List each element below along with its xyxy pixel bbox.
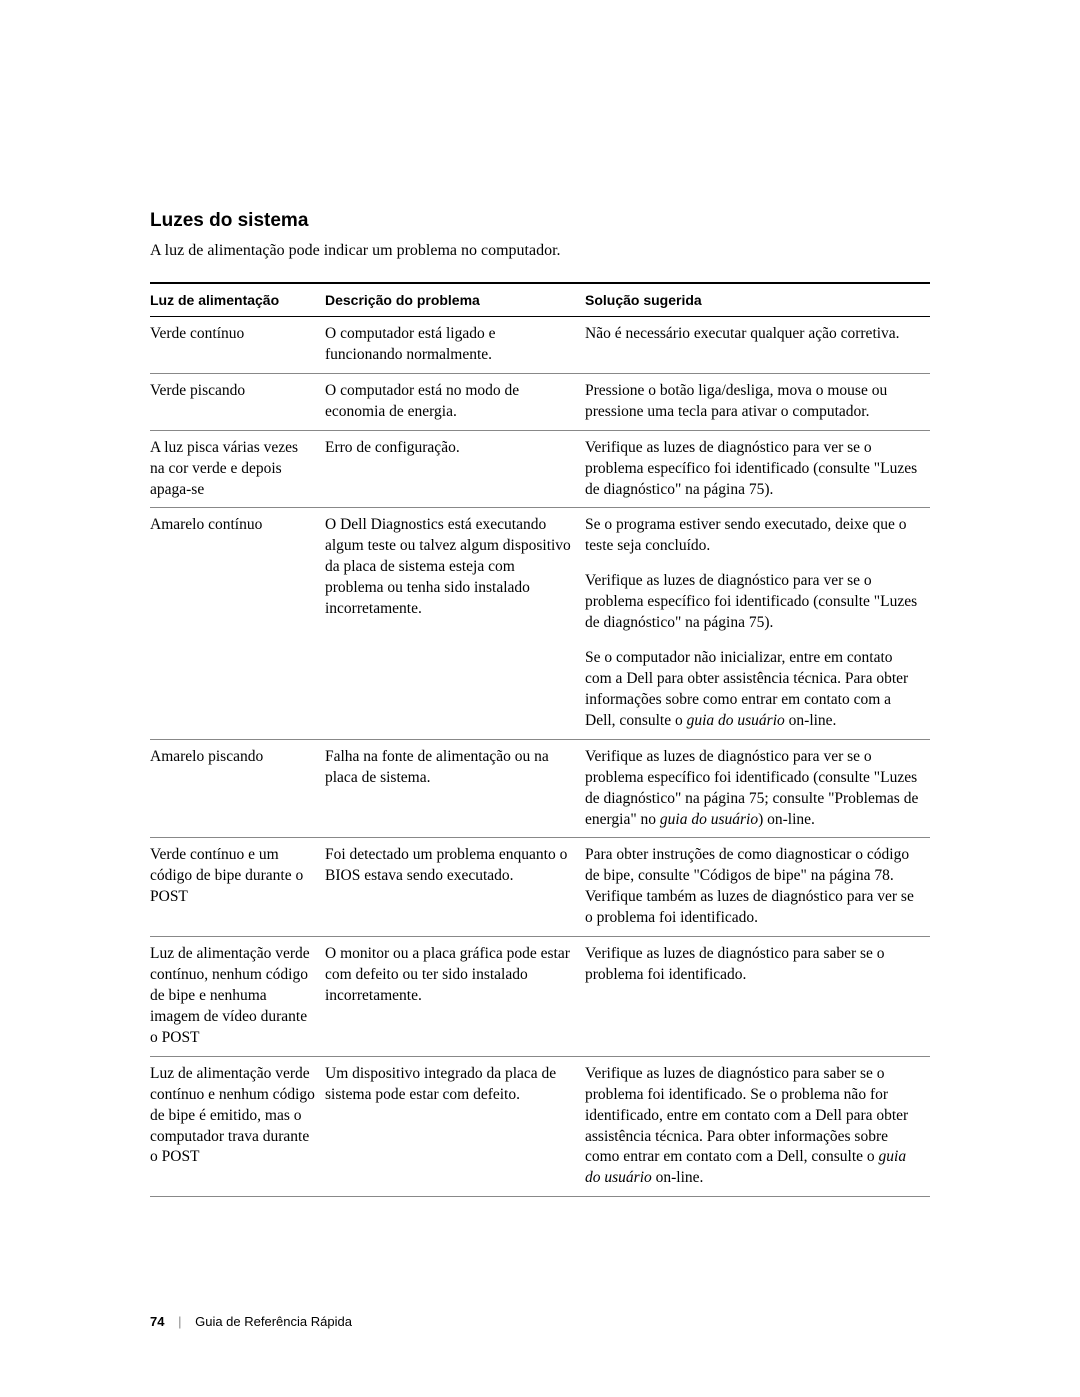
intro-paragraph: A luz de alimentação pode indicar um pro… <box>150 242 930 260</box>
cell-light: Amarelo piscando <box>150 739 325 838</box>
table-row: Verde contínuo O computador está ligado … <box>150 317 930 374</box>
cell-solution: Se o programa estiver sendo executado, d… <box>585 508 930 564</box>
cell-light: Verde contínuo <box>150 317 325 374</box>
cell-solution: Para obter instruções de como diagnostic… <box>585 838 930 937</box>
cell-light: A luz pisca várias vezes na cor verde e … <box>150 430 325 508</box>
table-row: Luz de alimentação verde contínuo, nenhu… <box>150 937 930 1057</box>
page-footer: 74 | Guia de Referência Rápida <box>150 1314 352 1329</box>
cell-problem: Erro de configuração. <box>325 430 585 508</box>
cell-light: Verde piscando <box>150 373 325 430</box>
cell-problem: O monitor ou a placa gráfica pode estar … <box>325 937 585 1057</box>
column-header-problem: Descrição do problema <box>325 283 585 317</box>
italic-text: guia do usuário <box>687 712 785 729</box>
cell-light: Luz de alimentação verde contínuo e nenh… <box>150 1056 325 1197</box>
cell-light: Luz de alimentação verde contínuo, nenhu… <box>150 937 325 1057</box>
system-lights-table: Luz de alimentação Descrição do problema… <box>150 282 930 1197</box>
solution-text: ) on-line. <box>758 811 815 828</box>
table-row: Luz de alimentação verde contínuo e nenh… <box>150 1056 930 1197</box>
footer-title: Guia de Referência Rápida <box>195 1314 352 1329</box>
cell-problem: O computador está ligado e funcionando n… <box>325 317 585 374</box>
cell-problem: Falha na fonte de alimentação ou na plac… <box>325 739 585 838</box>
column-header-solution: Solução sugerida <box>585 283 930 317</box>
table-row: A luz pisca várias vezes na cor verde e … <box>150 430 930 508</box>
table-row: Verde contínuo e um código de bipe duran… <box>150 838 930 937</box>
table-header-row: Luz de alimentação Descrição do problema… <box>150 283 930 317</box>
cell-solution: Não é necessário executar qualquer ação … <box>585 317 930 374</box>
cell-problem: Foi detectado um problema enquanto o BIO… <box>325 838 585 937</box>
cell-solution: Verifique as luzes de diagnóstico para v… <box>585 430 930 508</box>
cell-problem: O Dell Diagnostics está executando algum… <box>325 508 585 739</box>
solution-text: on-line. <box>652 1169 704 1186</box>
cell-problem: Um dispositivo integrado da placa de sis… <box>325 1056 585 1197</box>
section-heading: Luzes do sistema <box>150 210 930 232</box>
table-row: Amarelo contínuo O Dell Diagnostics está… <box>150 508 930 564</box>
italic-text: guia do usuário <box>660 811 758 828</box>
table-row: Amarelo piscando Falha na fonte de alime… <box>150 739 930 838</box>
cell-solution: Verifique as luzes de diagnóstico para s… <box>585 937 930 1057</box>
table-row: Verde piscando O computador está no modo… <box>150 373 930 430</box>
solution-text: Verifique as luzes de diagnóstico para s… <box>585 1065 908 1166</box>
cell-problem: O computador está no modo de economia de… <box>325 373 585 430</box>
footer-separator: | <box>178 1314 181 1329</box>
page-number: 74 <box>150 1314 164 1329</box>
cell-solution: Pressione o botão liga/desliga, mova o m… <box>585 373 930 430</box>
column-header-light: Luz de alimentação <box>150 283 325 317</box>
cell-solution: Verifique as luzes de diagnóstico para v… <box>585 739 930 838</box>
solution-text: on-line. <box>785 712 837 729</box>
cell-solution: Se o computador não inicializar, entre e… <box>585 641 930 739</box>
cell-light: Verde contínuo e um código de bipe duran… <box>150 838 325 937</box>
cell-solution: Verifique as luzes de diagnóstico para s… <box>585 1056 930 1197</box>
cell-light: Amarelo contínuo <box>150 508 325 739</box>
cell-solution: Verifique as luzes de diagnóstico para v… <box>585 564 930 641</box>
